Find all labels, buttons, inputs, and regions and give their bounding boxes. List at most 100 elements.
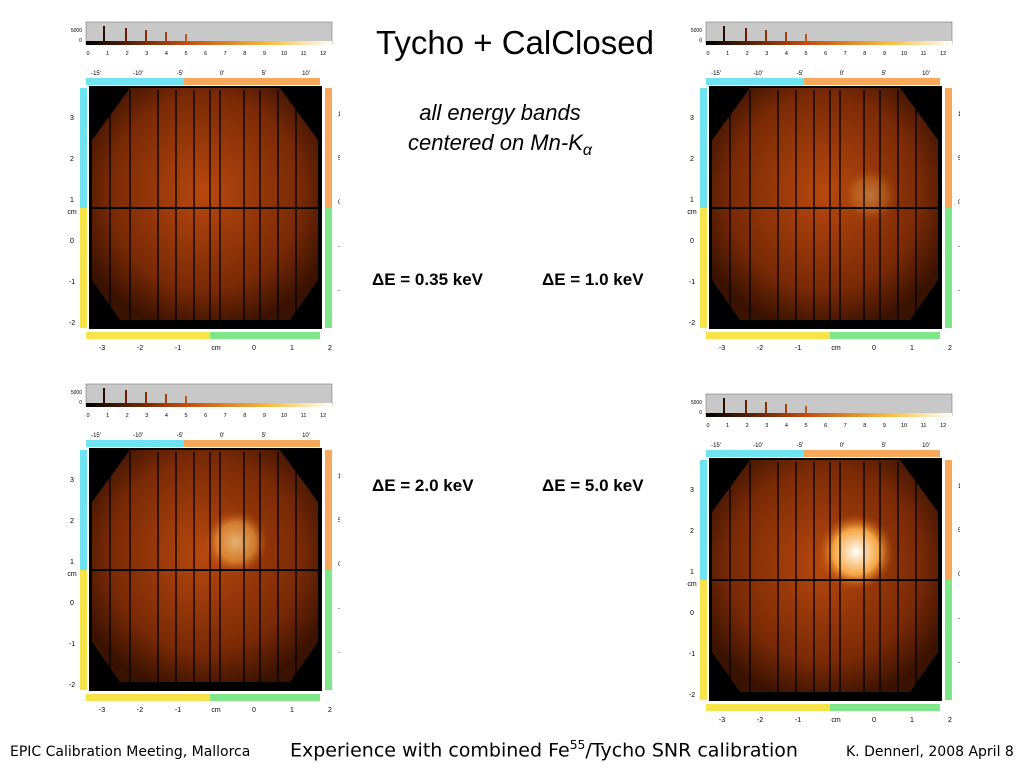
footer-center-suffix: /Tycho SNR calibration	[585, 739, 798, 762]
cm-left-tick: 2	[70, 518, 74, 525]
hist-x-tick: 1	[726, 51, 729, 57]
hist-x-tick: 10	[901, 423, 907, 429]
hist-y-tick: 5000	[691, 28, 702, 34]
footer-center: Experience with combined Fe55/Tycho SNR …	[290, 738, 798, 761]
hist-x-tick: 7	[844, 51, 847, 57]
arcmin-top-tick: 0'	[840, 443, 844, 449]
strip-right-orange	[945, 460, 952, 580]
strip-top-cyan	[86, 440, 184, 447]
hist-x-tick: 6	[824, 51, 827, 57]
arcmin-top-tick: -15'	[91, 71, 101, 77]
arcmin-right-tick: -10'	[338, 650, 340, 656]
subtitle-alpha: α	[582, 142, 592, 160]
hist-x-tick: 10	[281, 413, 287, 419]
arcmin-top-tick: 5'	[882, 71, 886, 77]
cm-bottom-tick: 0	[872, 345, 876, 352]
arcmin-right-tick: -10'	[958, 288, 960, 294]
color-bar	[706, 41, 952, 45]
arcmin-right-tick: 10'	[958, 484, 960, 490]
label-de-035: ΔE = 0.35 keV	[372, 270, 483, 289]
cm-left-tick: 1	[690, 569, 694, 576]
hist-y-tick: 0	[699, 38, 702, 44]
arcmin-top-tick: -5'	[797, 71, 803, 77]
arcmin-right-tick: 5'	[338, 156, 340, 162]
hist-x-tick: 0	[706, 423, 709, 429]
hist-x-tick: 6	[824, 423, 827, 429]
hist-x-tick: 2	[126, 413, 129, 419]
hist-x-tick: 9	[883, 423, 886, 429]
cm-left-tick: -1	[69, 279, 75, 286]
cm-left-tick: -2	[69, 320, 75, 327]
cm-bottom-tick: -2	[757, 345, 763, 352]
arcmin-top-tick: -5'	[177, 71, 183, 77]
cm-left-label: cm	[687, 581, 697, 588]
subtitle-line-1: all energy bands	[419, 100, 581, 125]
cm-left-tick: -1	[69, 641, 75, 648]
hist-x-tick: 5	[184, 413, 187, 419]
strip-left-yellow	[700, 580, 707, 700]
cm-bottom-tick: 1	[910, 717, 914, 724]
detector-image	[92, 88, 318, 320]
hist-x-tick: 8	[863, 423, 866, 429]
arcmin-right-tick: -10'	[338, 288, 340, 294]
cm-bottom-tick: -1	[795, 717, 801, 724]
arcmin-right-tick: 0'	[338, 200, 340, 206]
hist-x-tick: 11	[921, 51, 927, 57]
cm-left-tick: -2	[689, 692, 695, 699]
arcmin-top-tick: 5'	[882, 443, 886, 449]
strip-top-orange	[184, 78, 320, 85]
strip-bottom-yellow	[706, 332, 830, 339]
hist-x-tick: 4	[165, 413, 168, 419]
strip-right-green	[325, 570, 332, 690]
detector-image	[712, 88, 938, 320]
slide-title: Tycho + CalClosed	[376, 24, 654, 61]
strip-top-orange	[804, 78, 940, 85]
cm-left-tick: 3	[690, 115, 694, 122]
strip-bottom-yellow	[706, 704, 830, 711]
cm-bottom-tick: -1	[175, 345, 181, 352]
cm-bottom-tick: -3	[719, 717, 725, 724]
strip-top-cyan	[706, 450, 804, 457]
hist-y-tick: 0	[79, 400, 82, 406]
label-de-20: ΔE = 2.0 keV	[372, 476, 474, 495]
strip-bottom-green	[830, 704, 940, 711]
strip-right-orange	[945, 88, 952, 208]
cm-bottom-tick: -1	[795, 345, 801, 352]
snr-emission	[203, 509, 269, 575]
hist-x-tick: 4	[785, 423, 788, 429]
strip-left-yellow	[80, 570, 87, 690]
cm-bottom-tick: 1	[290, 345, 294, 352]
footer-center-text: Experience with combined Fe	[290, 739, 570, 762]
strip-bottom-green	[830, 332, 940, 339]
cm-bottom-tick: 0	[252, 345, 256, 352]
cm-left-label: cm	[67, 209, 77, 216]
cm-bottom-tick: -2	[137, 707, 143, 714]
footer-left: EPIC Calibration Meeting, Mallorca	[10, 744, 251, 760]
snr-emission	[818, 514, 894, 590]
cm-bottom-tick: 0	[872, 717, 876, 724]
arcmin-top-tick: 0'	[220, 71, 224, 77]
histogram-box	[705, 393, 953, 417]
hist-x-tick: 2	[746, 423, 749, 429]
strip-left-cyan	[700, 460, 707, 580]
arcmin-right-tick: 5'	[958, 156, 960, 162]
cm-bottom-tick: 2	[948, 345, 952, 352]
strip-bottom-green	[210, 694, 320, 701]
cm-bottom-tick: cm	[831, 717, 841, 724]
hist-x-tick: 10	[281, 51, 287, 57]
arcmin-top-tick: 10'	[302, 71, 310, 77]
hist-x-tick: 5	[804, 423, 807, 429]
color-bar	[86, 41, 332, 45]
detector-image	[712, 460, 938, 692]
hist-x-tick: 7	[224, 413, 227, 419]
arcmin-top-tick: -5'	[177, 433, 183, 439]
cm-left-label: cm	[67, 571, 77, 578]
hist-x-tick: 5	[804, 51, 807, 57]
cm-left-tick: 0	[70, 238, 74, 245]
footer-right: K. Dennerl, 2008 April 8	[846, 744, 1014, 760]
hist-x-tick: 3	[765, 423, 768, 429]
cm-left-tick: 0	[690, 610, 694, 617]
strip-bottom-yellow	[86, 694, 210, 701]
arcmin-top-tick: 10'	[302, 433, 310, 439]
cm-bottom-tick: cm	[211, 345, 221, 352]
